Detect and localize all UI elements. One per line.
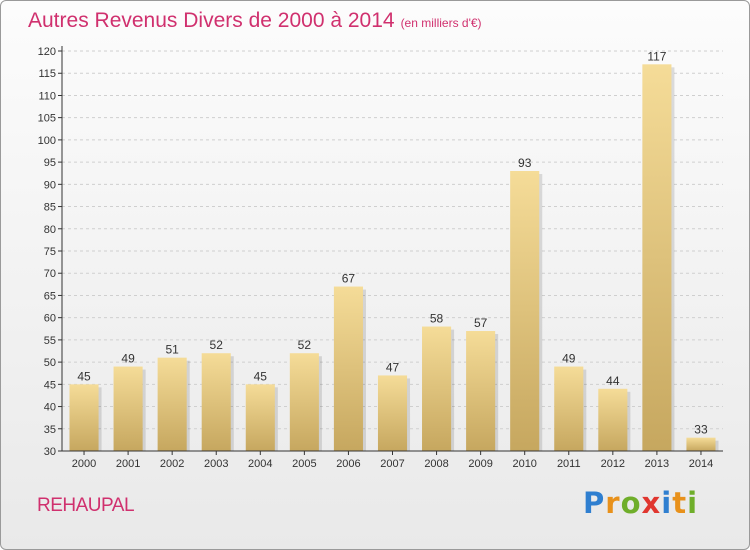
y-tick-label: 70 — [44, 268, 56, 280]
value-label: 93 — [518, 156, 532, 170]
bar-2009 — [466, 331, 496, 451]
value-label: 45 — [77, 369, 91, 383]
bar-2013 — [642, 64, 672, 452]
bar-2003 — [201, 353, 231, 451]
value-label: 47 — [386, 360, 400, 374]
chart-unit: (en milliers d'€) — [400, 16, 482, 30]
x-tick-label: 2009 — [468, 458, 492, 470]
y-tick-label: 75 — [44, 246, 56, 258]
logo-letter: r — [605, 486, 621, 520]
value-label: 67 — [342, 272, 356, 286]
x-tick-label: 2012 — [601, 458, 625, 470]
value-label: 57 — [474, 316, 488, 330]
place-name: REHAUPAL — [37, 495, 135, 516]
logo-letter: t — [672, 486, 688, 520]
logo-letter: i — [661, 486, 673, 520]
x-tick-label: 2006 — [336, 458, 360, 470]
value-label: 52 — [298, 338, 312, 352]
x-tick-label: 2005 — [292, 458, 316, 470]
data-labels: 45 49 51 52 45 52 67 47 58 57 93 49 44 117 33 — [77, 49, 708, 436]
bar-2012 — [598, 388, 628, 451]
y-tick-label: 50 — [44, 357, 56, 369]
x-tick-label: 2014 — [689, 458, 713, 470]
logo-letter: P — [583, 486, 606, 520]
value-label: 58 — [430, 312, 444, 326]
y-tick-label: 95 — [44, 157, 56, 169]
y-tick-label: 45 — [44, 379, 56, 391]
y-tick-label: 110 — [38, 90, 56, 102]
bar-2006 — [333, 286, 363, 451]
bar-2001 — [113, 366, 143, 451]
bar-2004 — [245, 384, 275, 451]
value-label: 49 — [562, 352, 576, 366]
chart-title-text: Autres Revenus Divers de 2000 à 2014 — [28, 9, 395, 32]
bar-2011 — [554, 366, 584, 451]
bar-2007 — [377, 375, 408, 451]
axes: 30 35 40 45 50 55 60 65 70 75 80 85 90 95 100 105 110 115… — [38, 46, 723, 470]
x-tick-label: 2007 — [380, 458, 404, 470]
value-label: 49 — [121, 352, 135, 366]
x-tick-label: 2002 — [160, 458, 184, 470]
y-tick-label: 40 — [44, 402, 56, 414]
y-tick-label: 65 — [44, 290, 56, 302]
value-label: 33 — [694, 423, 708, 437]
y-tick-label: 115 — [38, 68, 56, 80]
y-tick-label: 85 — [44, 202, 56, 214]
x-tick-label: 2003 — [204, 458, 228, 470]
bar-2008 — [422, 326, 452, 451]
value-label: 51 — [165, 343, 179, 357]
x-tick-label: 2008 — [424, 458, 448, 470]
logo-letter: o — [620, 486, 642, 520]
y-tick-label: 120 — [38, 46, 56, 58]
y-tick-label: 105 — [38, 113, 56, 125]
x-tick-label: 2000 — [72, 458, 96, 470]
x-tick-label: 2010 — [512, 458, 536, 470]
y-tick-label: 35 — [44, 424, 56, 436]
y-tick-label: 30 — [44, 446, 56, 458]
value-label: 117 — [647, 49, 666, 63]
y-tick-label: 100 — [38, 135, 56, 147]
proxiti-logo[interactable]: Proxiti — [583, 486, 698, 520]
value-label: 45 — [254, 369, 268, 383]
logo-letter: x — [641, 486, 662, 520]
bars — [69, 64, 719, 452]
x-tick-label: 2004 — [248, 458, 272, 470]
y-tick-label: 60 — [44, 313, 56, 325]
bar-2010 — [510, 171, 540, 451]
chart-title: Autres Revenus Divers de 2000 à 2014 (en … — [28, 9, 482, 33]
y-tick-label: 55 — [44, 335, 56, 347]
x-tick-label: 2013 — [645, 458, 669, 470]
bar-2000 — [69, 384, 99, 451]
value-label: 52 — [210, 338, 224, 352]
bar-2014 — [686, 437, 716, 451]
y-tick-label: 80 — [44, 224, 56, 236]
x-tick-label: 2001 — [116, 458, 140, 470]
x-tick-label: 2011 — [557, 458, 581, 470]
bar-2005 — [289, 353, 319, 451]
value-label: 44 — [606, 374, 620, 388]
y-tick-label: 90 — [44, 179, 56, 191]
logo-letter: i — [687, 486, 699, 520]
bar-2002 — [157, 357, 187, 451]
